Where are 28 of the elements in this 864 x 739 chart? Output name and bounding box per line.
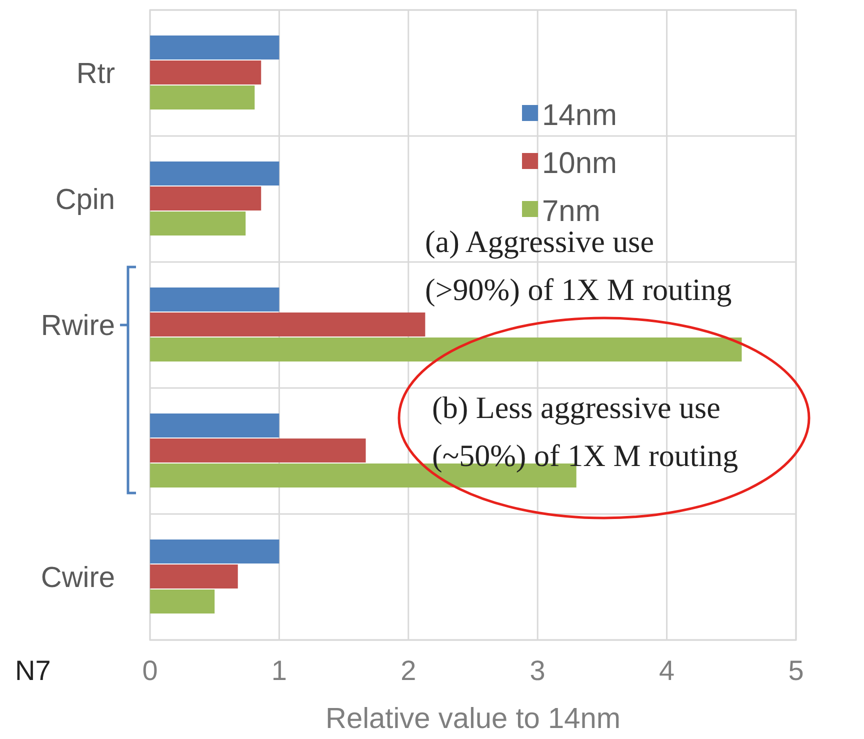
bar [150,162,280,186]
bar [150,438,366,462]
x-tick-label: 0 [142,655,158,686]
y-tick-label: Cpin [55,184,115,216]
y-tick-label: Rtr [76,58,116,90]
x-tick-label: 3 [530,655,546,686]
bar [150,338,742,362]
bar [150,540,280,564]
bar [150,60,262,84]
x-tick-label: 2 [400,655,416,686]
text: N7 [15,655,51,686]
x-tick-label: 1 [271,655,287,686]
bar [150,212,246,236]
bar [150,564,238,588]
bar [150,288,280,312]
x-axis-title: Relative value to 14nm [326,703,620,735]
bar [150,312,426,336]
bar [150,36,280,60]
bar [150,186,262,210]
bar [150,86,255,110]
y-tick-label: Rwire [40,310,115,342]
bar [150,414,280,438]
legend-label: 10nm [542,147,618,180]
x-tick-label: 4 [659,655,675,686]
x-tick-label: 5 [788,655,804,686]
legend-label: 14nm [542,99,618,132]
y-tick-label: Cwire [40,562,115,594]
bar [150,590,215,614]
